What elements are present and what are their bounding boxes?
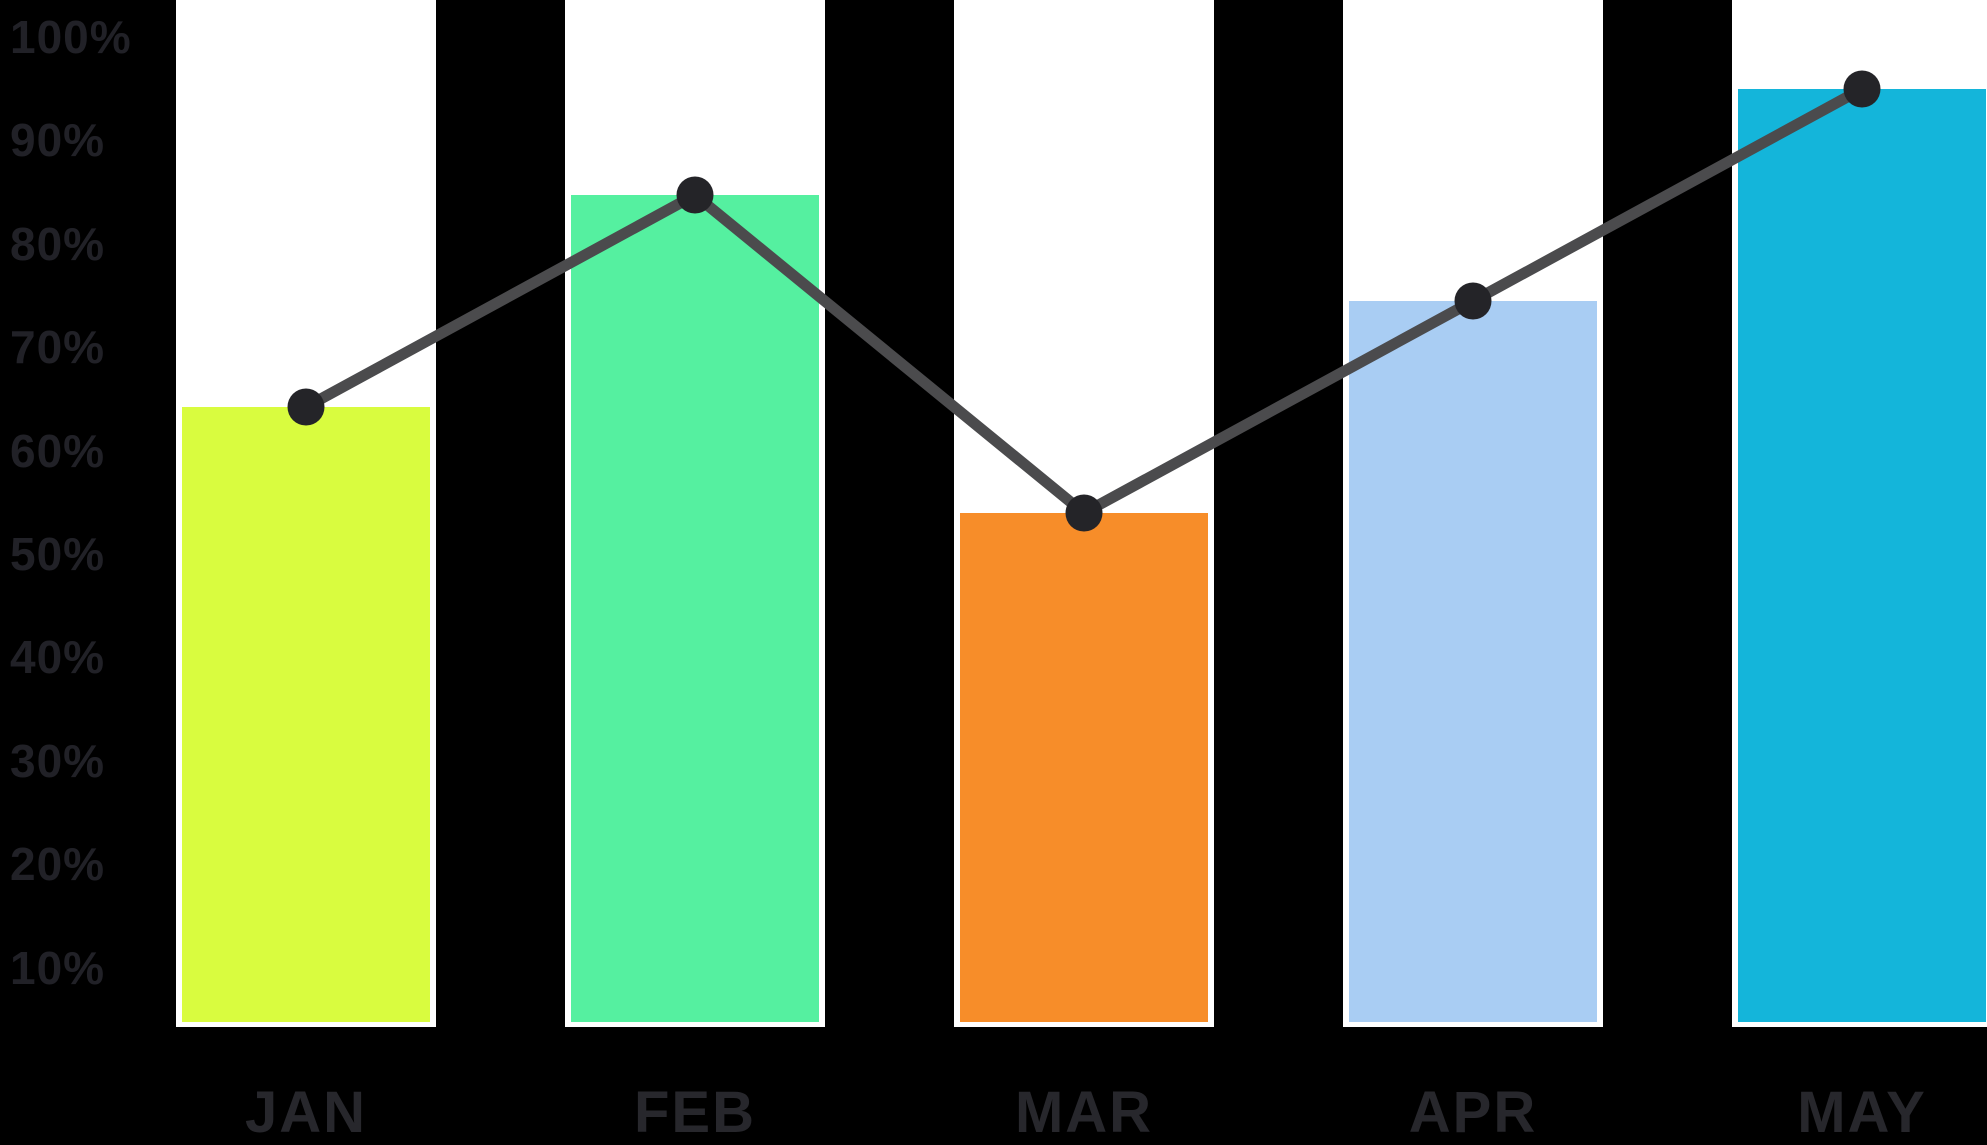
- column-background-may: [1732, 0, 1987, 1027]
- bar-feb[interactable]: [571, 195, 819, 1022]
- x-tick-label-mar: MAR: [1014, 1080, 1154, 1145]
- column-background-feb: [565, 0, 825, 1027]
- x-tick-label-apr: APR: [1408, 1080, 1538, 1145]
- x-tick-label-feb: FEB: [634, 1080, 756, 1145]
- y-tick-label: 60%: [10, 424, 106, 477]
- x-tick-label-may: MAY: [1797, 1080, 1927, 1145]
- y-tick-label: 10%: [10, 941, 106, 994]
- y-tick-label: 80%: [10, 217, 106, 270]
- y-tick-label: 100%: [10, 11, 132, 63]
- x-tick-label-jan: JAN: [244, 1080, 368, 1145]
- column-background-apr: [1343, 0, 1603, 1027]
- y-tick-label: 20%: [10, 838, 106, 891]
- column-background-jan: [176, 0, 436, 1027]
- bar-jan[interactable]: [182, 407, 430, 1022]
- bar-mar[interactable]: [960, 513, 1208, 1022]
- y-tick-label: 90%: [10, 114, 106, 167]
- y-tick-label: 70%: [10, 321, 106, 374]
- y-tick-label: 30%: [10, 734, 106, 787]
- y-tick-label: 40%: [10, 631, 106, 684]
- bar-may[interactable]: [1738, 89, 1986, 1022]
- column-background-mar: [954, 0, 1214, 1027]
- bar-apr[interactable]: [1349, 301, 1597, 1022]
- y-tick-label: 50%: [10, 528, 106, 580]
